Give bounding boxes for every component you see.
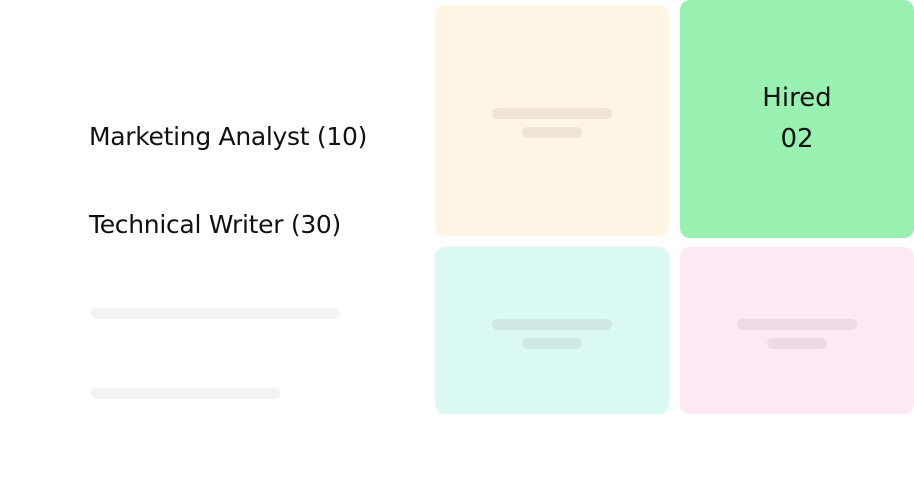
hired-title: Hired xyxy=(762,83,832,113)
stage-card-pink[interactable] xyxy=(680,247,914,414)
placeholder-line xyxy=(492,319,612,330)
placeholder-line xyxy=(91,308,340,319)
placeholder-line xyxy=(737,319,857,330)
placeholder-line xyxy=(522,338,582,349)
hired-count: 02 xyxy=(780,124,814,154)
placeholder-line xyxy=(522,127,582,138)
job-item-marketing-analyst[interactable]: Marketing Analyst (10) xyxy=(89,122,368,151)
placeholder-line xyxy=(492,108,612,119)
stage-card-yellow[interactable] xyxy=(435,5,669,236)
stage-card-hired[interactable]: Hired 02 xyxy=(680,0,914,238)
job-item-technical-writer[interactable]: Technical Writer (30) xyxy=(89,210,341,239)
placeholder-line xyxy=(91,388,280,399)
placeholder-line xyxy=(767,338,827,349)
stage-card-cyan[interactable] xyxy=(435,247,669,414)
